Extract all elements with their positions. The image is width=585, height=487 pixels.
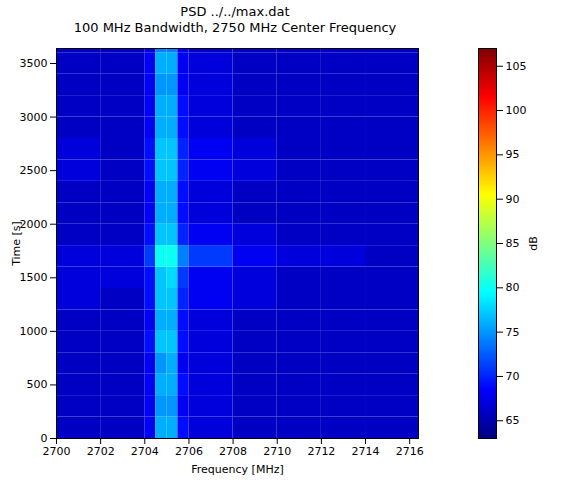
svg-text:2700: 2700 [43, 445, 71, 458]
svg-text:80: 80 [506, 281, 520, 294]
svg-text:2712: 2712 [307, 445, 335, 458]
html-text:PSD ../../max.dat: PSD ../../max.dat [180, 4, 290, 19]
svg-text:2714: 2714 [352, 445, 380, 458]
svg-text:0: 0 [41, 432, 48, 445]
svg-text:2500: 2500 [20, 164, 48, 177]
svg-text:70: 70 [506, 370, 520, 383]
svg-text:500: 500 [27, 378, 48, 391]
svg-text:2704: 2704 [131, 445, 159, 458]
svg-text:1500: 1500 [20, 271, 48, 284]
svg-text:dB: dB [527, 236, 540, 251]
svg-text:95: 95 [506, 148, 520, 161]
svg-text:2000: 2000 [20, 218, 48, 231]
svg-text:2716: 2716 [396, 445, 424, 458]
svg-text:85: 85 [506, 237, 520, 250]
html-text:100 MHz Bandwidth, 2750 MHz Ce: 100 MHz Bandwidth, 2750 MHz Center Frequ… [73, 20, 397, 35]
svg-text:105: 105 [506, 60, 527, 73]
svg-text:3000: 3000 [20, 111, 48, 124]
svg-text:3500: 3500 [20, 57, 48, 70]
svg-text:Time [s]: Time [s] [10, 221, 23, 267]
svg-text:2708: 2708 [219, 445, 247, 458]
svg-text:90: 90 [506, 193, 520, 206]
svg-text:1000: 1000 [20, 325, 48, 338]
svg-text:65: 65 [506, 414, 520, 427]
svg-text:2702: 2702 [87, 445, 115, 458]
svg-text:100: 100 [506, 104, 527, 117]
svg-text:2710: 2710 [263, 445, 291, 458]
svg-text:2706: 2706 [175, 445, 203, 458]
svg-text:75: 75 [506, 326, 520, 339]
svg-text:Frequency [MHz]: Frequency [MHz] [191, 463, 283, 476]
